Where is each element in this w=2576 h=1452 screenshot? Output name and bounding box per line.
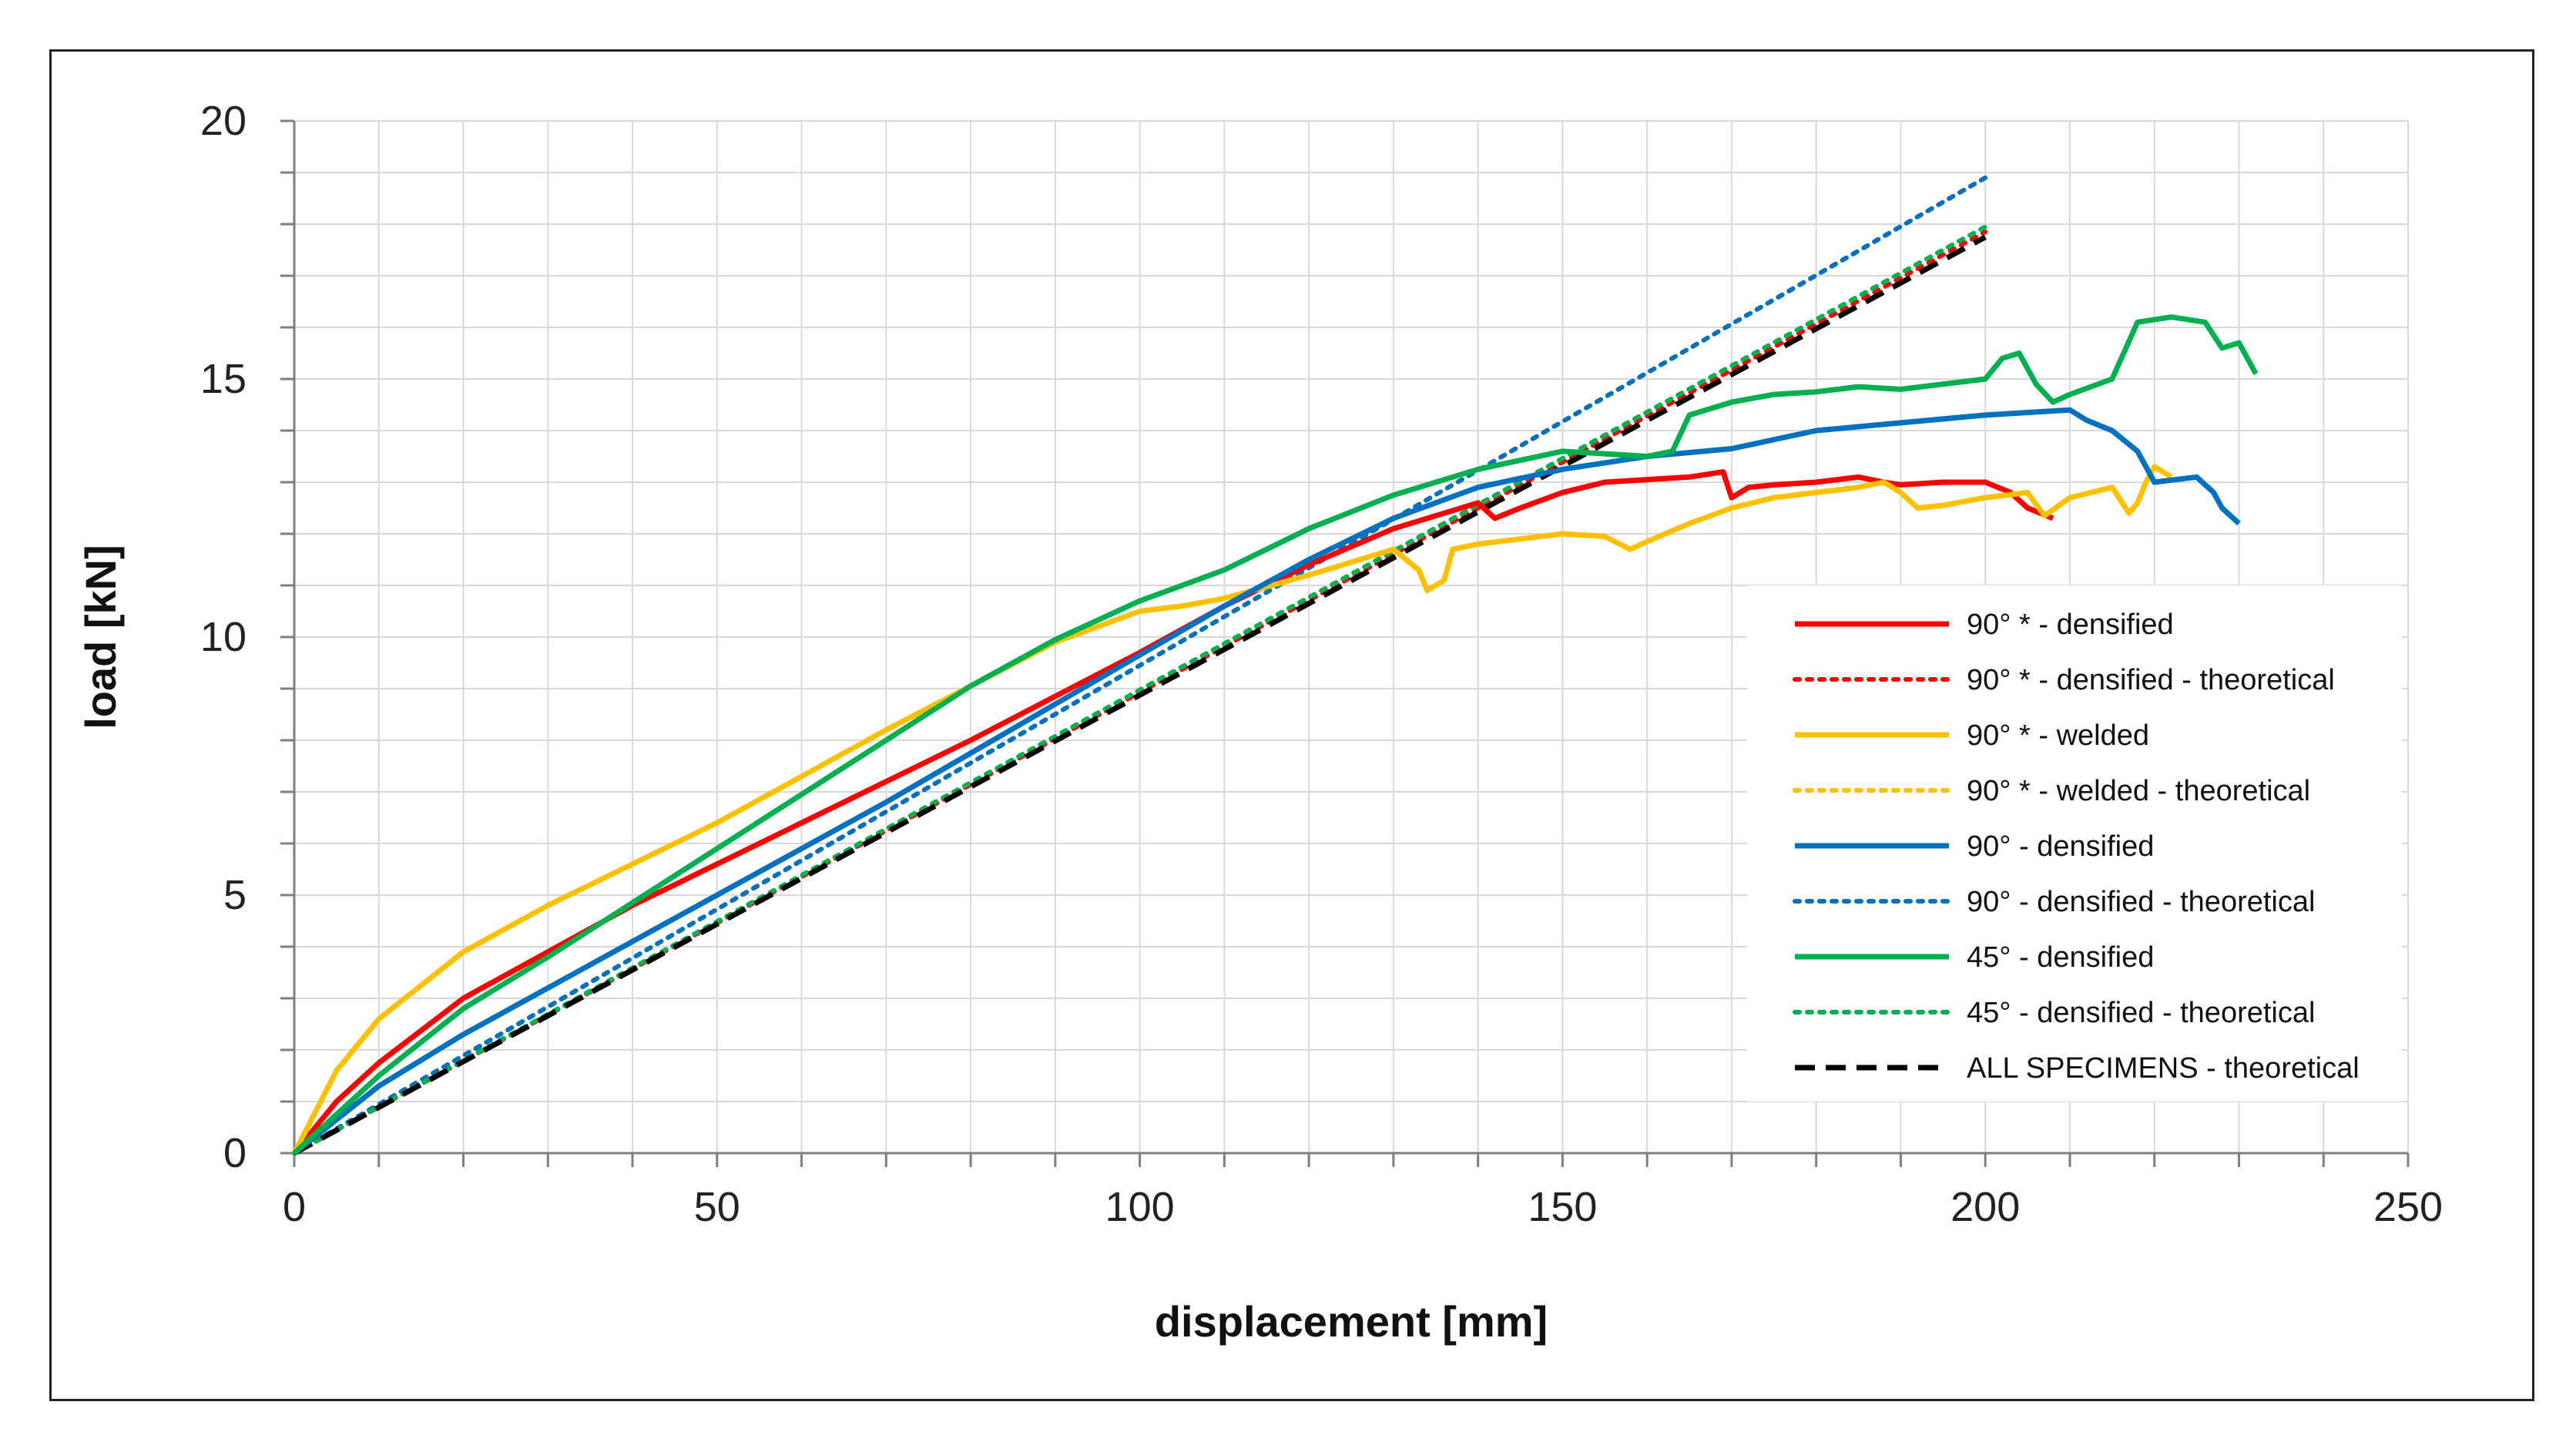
- x-tick-label: 200: [1950, 1184, 2020, 1230]
- y-tick-label: 0: [223, 1130, 247, 1176]
- x-tick-label: 100: [1105, 1184, 1175, 1230]
- x-tick-label: 150: [1528, 1184, 1597, 1230]
- y-tick-label: 15: [200, 356, 247, 402]
- legend-label: 90° * - welded - theoretical: [1967, 775, 2310, 807]
- legend-label: ALL SPECIMENS - theoretical: [1967, 1052, 2360, 1085]
- legend-label: 90° * - densified - theoretical: [1967, 664, 2335, 696]
- series-line: [292, 175, 1988, 1155]
- legend-label: 90° * - welded: [1967, 719, 2149, 752]
- series-line: [292, 407, 2241, 1155]
- x-axis-title: displacement [mm]: [1155, 1297, 1548, 1346]
- x-tick-label: 250: [2373, 1184, 2443, 1230]
- legend: 90° * - densified 90° * - densified - the…: [1747, 585, 2402, 1102]
- y-tick-label: 5: [223, 872, 247, 918]
- legend-label: 45° - densified - theoretical: [1967, 997, 2315, 1029]
- legend-label: 90° - densified - theoretical: [1967, 886, 2315, 918]
- series-line: [293, 234, 1987, 1156]
- axes: 0 50 100 150 200 250 0 5 10 15 20: [200, 98, 2443, 1230]
- legend-label: 90° * - densified: [1967, 609, 2174, 641]
- legend-label: 90° - densified: [1967, 830, 2154, 863]
- legend-label: 45° - densified: [1967, 941, 2154, 974]
- y-tick-label: 10: [200, 614, 247, 660]
- x-tick-label: 50: [694, 1184, 740, 1230]
- y-tick-label: 20: [200, 98, 247, 144]
- series-layer: [291, 175, 2259, 1156]
- x-tick-label: 0: [283, 1184, 306, 1230]
- series-line: [292, 314, 2259, 1155]
- series-line: [291, 464, 2173, 1155]
- y-axis-title: load [kN]: [76, 545, 125, 729]
